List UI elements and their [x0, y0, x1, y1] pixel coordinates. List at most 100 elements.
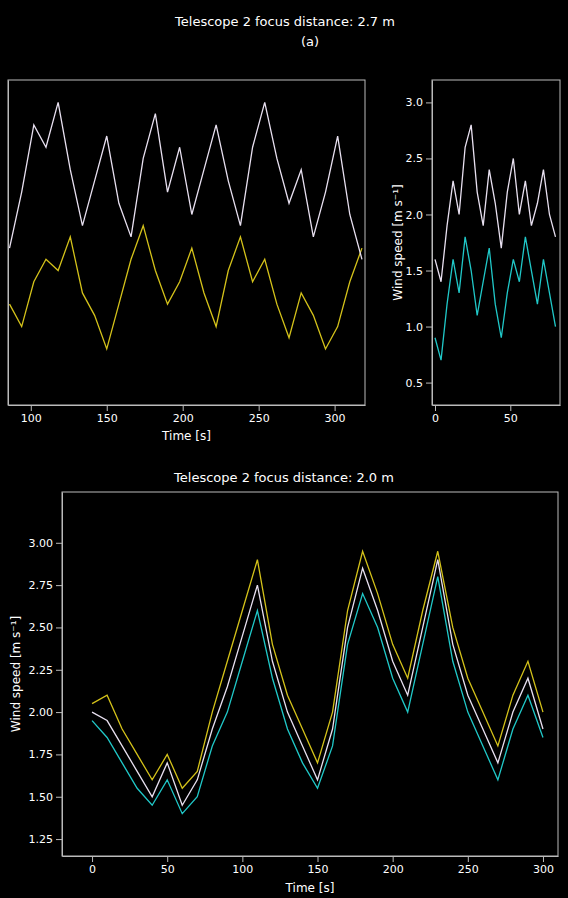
plot-frame	[8, 80, 365, 405]
tick-label: 100	[232, 863, 253, 876]
y-axis-title: Wind speed [m s⁻¹]	[9, 616, 23, 732]
tick-label: 2.00	[29, 706, 54, 719]
tick-mark	[56, 670, 62, 671]
tick-label: 3.00	[29, 537, 54, 550]
plot-area	[435, 125, 555, 360]
tick-mark	[183, 405, 184, 411]
axis-line	[63, 856, 559, 857]
tick-label: 250	[249, 412, 270, 425]
tick-mark	[56, 712, 62, 713]
tick: 0.5	[406, 377, 433, 390]
tick-label: 1.75	[29, 748, 54, 761]
series-line	[10, 226, 362, 349]
title: Telescope 2 focus distance: 2.7 m	[174, 14, 395, 29]
y-axis	[8, 81, 9, 406]
tick-label: 100	[21, 412, 42, 425]
x-axis: 0 50 100 150 200 250 300	[63, 856, 559, 876]
background	[0, 0, 568, 898]
tick-mark	[426, 214, 432, 215]
tick: 1.50	[29, 791, 63, 804]
tick-mark	[31, 405, 32, 411]
tick: 150	[308, 856, 329, 876]
tick-label: 2.0	[406, 209, 424, 222]
axis-line	[8, 81, 9, 406]
tick: 100	[21, 405, 42, 425]
tick: 300	[533, 856, 554, 876]
tick: 250	[249, 405, 270, 425]
tick-label: 1.50	[29, 791, 54, 804]
tick: 1.75	[29, 748, 63, 761]
tick-label: 250	[458, 863, 479, 876]
tick-mark	[510, 405, 511, 411]
tick: 3.00	[29, 537, 63, 550]
tick: 2.50	[29, 621, 63, 634]
plot-area	[10, 102, 362, 349]
tick: 300	[325, 405, 346, 425]
tick: 2.0	[406, 209, 433, 222]
series-line	[92, 551, 543, 788]
tick-label: 1.5	[406, 265, 424, 278]
tick-mark	[543, 856, 544, 862]
tick: 0	[432, 405, 439, 425]
tick-label: 50	[504, 412, 518, 425]
tick-label: 1.0	[406, 321, 424, 334]
panel: 100 150 200 250 300 Telescope 2 focus distanc…	[8, 14, 395, 443]
tick: 200	[383, 856, 404, 876]
tick: 2.5	[406, 152, 433, 165]
tick-mark	[56, 627, 62, 628]
figure: 100 150 200 250 300 Telescope 2 focus distanc…	[0, 0, 568, 898]
tick-mark	[107, 405, 108, 411]
tick-label: 0.5	[406, 377, 424, 390]
tick-mark	[167, 856, 168, 862]
y-axis: 0.5 1.0 1.5 2.0 2.5 3.0	[406, 81, 433, 406]
tick-mark	[242, 856, 243, 862]
plot-frame	[62, 492, 558, 856]
series-line	[435, 125, 555, 282]
tick-label: 150	[308, 863, 329, 876]
plot-area	[92, 551, 543, 813]
tick: 200	[173, 405, 194, 425]
y-axis-title: Wind speed [m s⁻¹]	[391, 184, 405, 300]
tick-mark	[426, 271, 432, 272]
tick-mark	[92, 856, 93, 862]
tick-mark	[426, 158, 432, 159]
tick-mark	[56, 543, 62, 544]
tick-label: 0	[432, 412, 439, 425]
tick-label: 150	[97, 412, 118, 425]
tick-label: 300	[325, 412, 346, 425]
panel-letter: (a)	[301, 34, 319, 49]
tick-label: 0	[89, 863, 96, 876]
tick-mark	[393, 856, 394, 862]
tick: 2.75	[29, 579, 63, 592]
tick: 1.0	[406, 321, 433, 334]
axis-line	[9, 405, 366, 406]
x-axis-title: Time [s]	[285, 881, 335, 895]
tick-mark	[335, 405, 336, 411]
title: Telescope 2 focus distance: 2.0 m	[173, 470, 394, 485]
x-axis-title: Time [s]	[161, 429, 211, 443]
tick-label: 2.25	[29, 664, 54, 677]
series-line	[10, 102, 362, 259]
tick: 1.5	[406, 265, 433, 278]
axis-line	[433, 405, 561, 406]
tick-label: 50	[161, 863, 175, 876]
tick-mark	[426, 383, 432, 384]
tick-mark	[259, 405, 260, 411]
tick-label: 1.25	[29, 833, 54, 846]
tick-label: 200	[383, 863, 404, 876]
panel: 0 50 0.5 1.0 1.5 2.0 2.5 3.0 Wind speed [m s⁻¹]	[391, 80, 561, 425]
series-line	[92, 560, 543, 805]
tick-mark	[56, 754, 62, 755]
axis-line	[62, 493, 63, 857]
tick-label: 3.0	[406, 96, 424, 109]
tick: 250	[458, 856, 479, 876]
x-axis: 0 50	[432, 405, 560, 425]
tick-label: 2.75	[29, 579, 54, 592]
x-axis: 100 150 200 250 300	[9, 405, 366, 425]
tick-mark	[435, 405, 436, 411]
tick-label: 2.50	[29, 621, 54, 634]
tick: 0	[89, 856, 96, 876]
tick-label: 2.5	[406, 152, 424, 165]
tick: 50	[504, 405, 518, 425]
tick: 1.25	[29, 833, 63, 846]
